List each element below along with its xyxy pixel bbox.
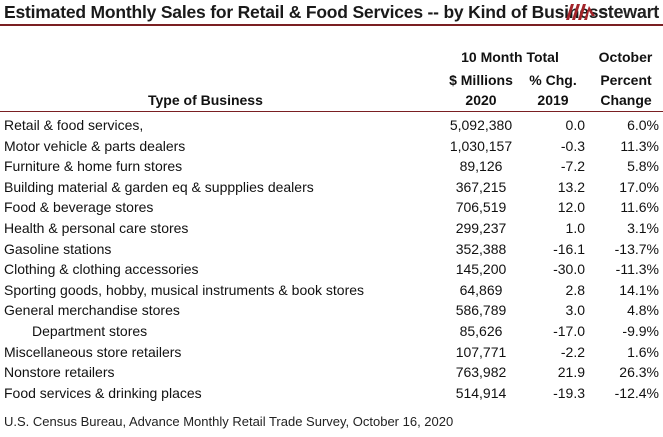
row-pct-chg: -16.1 — [553, 240, 585, 257]
header-oct-line2: Change — [600, 92, 652, 108]
table-row: Gasoline stations 352,388 -16.1 -13.7% — [0, 239, 663, 260]
row-sales: 299,237 — [455, 219, 507, 236]
table-row: Food services & drinking places 514,914 … — [0, 383, 663, 404]
row-pct-chg: 12.0 — [557, 199, 585, 216]
row-pct-chg: 13.2 — [557, 178, 585, 195]
row-sales: 352,388 — [455, 240, 507, 257]
row-sales: 64,869 — [459, 281, 503, 298]
row-oct-change: 4.8% — [627, 302, 659, 319]
row-oct-change: 3.1% — [627, 219, 659, 236]
row-pct-chg: 0.0 — [565, 117, 585, 133]
row-oct-change: 17.0% — [619, 178, 659, 195]
row-sales: 367,215 — [455, 178, 507, 195]
header-oct-line1: Percent — [600, 72, 652, 88]
row-oct-change: 14.1% — [619, 281, 659, 298]
table-row-subcategory: Department stores 85,626 -17.0 -9.9% — [0, 321, 663, 342]
table-row: Clothing & clothing accessories 145,200 … — [0, 259, 663, 280]
row-label: Food services & drinking places — [4, 384, 202, 401]
row-pct-chg: -0.3 — [560, 137, 585, 154]
title-bar: Estimated Monthly Sales for Retail & Foo… — [0, 0, 663, 26]
logo-text: stewart — [598, 1, 659, 22]
row-oct-change: -13.7% — [614, 240, 659, 257]
row-pct-chg: -7.2 — [560, 158, 585, 175]
header-chg-line2: 2019 — [537, 92, 569, 108]
row-label: Sporting goods, hobby, musical instrumen… — [4, 281, 365, 298]
row-oct-change: 11.3% — [620, 137, 659, 154]
row-label: Department stores — [32, 322, 148, 339]
row-label: Nonstore retailers — [4, 364, 115, 381]
row-sales: 89,126 — [459, 158, 503, 175]
row-oct-change: -11.3% — [615, 261, 659, 278]
row-pct-chg: -30.0 — [553, 261, 585, 278]
row-pct-chg: 1.0 — [565, 219, 585, 236]
page-title: Estimated Monthly Sales for Retail & Foo… — [4, 2, 608, 22]
row-label: Miscellaneous store retailers — [4, 343, 182, 360]
row-oct-change: 11.6% — [620, 199, 659, 216]
table-row: Retail & food services, 5,092,380 0.0 6.… — [0, 115, 663, 136]
row-sales: 145,200 — [455, 261, 507, 278]
table-row: General merchandise stores 586,789 3.0 4… — [0, 300, 663, 321]
row-oct-change: 1.6% — [627, 343, 659, 360]
table-row: Sporting goods, hobby, musical instrumen… — [0, 280, 663, 301]
row-sales: 5,092,380 — [449, 117, 513, 133]
header-type-of-business: Type of Business — [148, 92, 263, 108]
sales-table: Retail & food services, 5,092,380 0.0 6.… — [0, 115, 663, 403]
row-oct-change: -12.4% — [614, 384, 659, 401]
table-row: Building material & garden eq & suppplie… — [0, 177, 663, 198]
table-row: Miscellaneous store retailers 107,771 -2… — [0, 342, 663, 363]
table-row: Nonstore retailers 763,982 21.9 26.3% — [0, 362, 663, 383]
table-row: Furniture & home furn stores 89,126 -7.2… — [0, 156, 663, 177]
row-sales: 586,789 — [455, 302, 507, 319]
row-label: Gasoline stations — [4, 240, 112, 257]
row-pct-chg: 3.0 — [565, 302, 585, 319]
row-oct-change: 5.8% — [627, 158, 659, 175]
row-pct-chg: 2.8 — [565, 281, 585, 298]
row-sales: 706,519 — [455, 199, 507, 216]
row-sales: 85,626 — [459, 322, 503, 339]
row-pct-chg: -2.2 — [560, 343, 585, 360]
header-october: October — [598, 49, 653, 65]
stewart-logo: stewart — [566, 1, 659, 23]
stewart-slash-logo-icon — [566, 4, 596, 20]
row-label: Furniture & home furn stores — [4, 158, 183, 175]
row-label: Building material & garden eq & suppplie… — [4, 178, 314, 195]
table-row: Food & beverage stores 706,519 12.0 11.6… — [0, 197, 663, 218]
header-divider — [0, 111, 663, 112]
source-citation: U.S. Census Bureau, Advance Monthly Reta… — [4, 414, 454, 429]
row-label: Clothing & clothing accessories — [4, 261, 199, 278]
table-row: Motor vehicle & parts dealers 1,030,157 … — [0, 136, 663, 157]
row-oct-change: 26.3% — [619, 364, 659, 381]
row-label: Health & personal care stores — [4, 219, 189, 236]
row-pct-chg: -19.3 — [553, 384, 585, 401]
row-label: Food & beverage stores — [4, 199, 154, 216]
header-chg-line1: % Chg. — [529, 72, 577, 88]
row-label: General merchandise stores — [4, 302, 180, 319]
row-sales: 1,030,157 — [449, 137, 513, 154]
row-pct-chg: -17.0 — [553, 322, 585, 339]
row-sales: 107,771 — [455, 343, 507, 360]
table-row: Health & personal care stores 299,237 1.… — [0, 218, 663, 239]
row-sales: 763,982 — [455, 364, 507, 381]
row-oct-change: 6.0% — [627, 117, 659, 133]
row-label: Retail & food services, — [4, 117, 144, 133]
header-sales-line2: 2020 — [465, 92, 497, 108]
header-sales-line1: $ Millions — [449, 72, 513, 88]
row-pct-chg: 21.9 — [557, 364, 585, 381]
row-oct-change: -9.9% — [622, 322, 659, 339]
row-label: Motor vehicle & parts dealers — [4, 137, 186, 154]
header-10-month-total: 10 Month Total — [461, 49, 559, 65]
row-sales: 514,914 — [455, 384, 507, 401]
